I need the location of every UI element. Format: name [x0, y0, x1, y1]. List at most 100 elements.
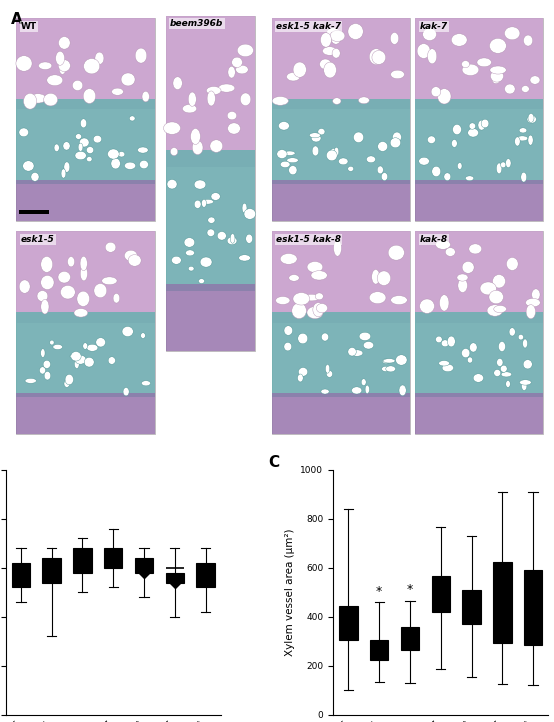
Ellipse shape: [396, 355, 407, 365]
Ellipse shape: [439, 295, 449, 311]
PathPatch shape: [524, 570, 542, 645]
Ellipse shape: [331, 32, 341, 44]
Ellipse shape: [321, 333, 329, 341]
Ellipse shape: [299, 367, 307, 376]
Bar: [166, 16, 255, 167]
Ellipse shape: [105, 242, 116, 252]
Ellipse shape: [518, 334, 524, 340]
Text: *: *: [407, 583, 413, 596]
Ellipse shape: [31, 173, 39, 181]
Ellipse shape: [509, 328, 515, 336]
Ellipse shape: [292, 303, 306, 318]
Ellipse shape: [458, 162, 462, 170]
Ellipse shape: [315, 293, 324, 300]
Ellipse shape: [237, 44, 254, 57]
Ellipse shape: [505, 27, 520, 40]
Ellipse shape: [468, 357, 473, 363]
Ellipse shape: [419, 157, 429, 165]
Ellipse shape: [135, 48, 147, 63]
Ellipse shape: [324, 62, 336, 78]
PathPatch shape: [12, 563, 30, 588]
Ellipse shape: [352, 387, 362, 394]
Ellipse shape: [75, 355, 86, 364]
Ellipse shape: [445, 248, 455, 256]
Ellipse shape: [198, 279, 204, 284]
Ellipse shape: [58, 271, 70, 283]
Ellipse shape: [64, 380, 70, 387]
Ellipse shape: [423, 28, 437, 40]
Bar: [271, 18, 410, 109]
Ellipse shape: [522, 339, 527, 348]
Ellipse shape: [419, 299, 434, 313]
Ellipse shape: [428, 136, 435, 144]
Ellipse shape: [192, 141, 203, 155]
Ellipse shape: [438, 89, 451, 104]
Ellipse shape: [141, 333, 145, 339]
Ellipse shape: [73, 80, 83, 90]
Ellipse shape: [470, 343, 477, 352]
Ellipse shape: [312, 146, 319, 156]
Ellipse shape: [496, 358, 503, 367]
Ellipse shape: [280, 253, 297, 264]
Ellipse shape: [432, 166, 440, 177]
Ellipse shape: [532, 289, 540, 300]
Ellipse shape: [320, 59, 331, 69]
Text: *: *: [376, 585, 382, 598]
Ellipse shape: [399, 385, 406, 396]
Ellipse shape: [462, 64, 479, 76]
Ellipse shape: [366, 156, 376, 162]
Ellipse shape: [84, 357, 94, 367]
Bar: [19, 209, 49, 214]
Ellipse shape: [372, 51, 386, 64]
Ellipse shape: [79, 138, 89, 147]
Ellipse shape: [59, 37, 70, 49]
Ellipse shape: [494, 305, 506, 313]
Bar: [166, 16, 255, 351]
Ellipse shape: [309, 133, 320, 138]
Ellipse shape: [428, 49, 437, 64]
Ellipse shape: [41, 256, 53, 272]
Ellipse shape: [528, 135, 533, 145]
Ellipse shape: [496, 163, 502, 174]
Bar: [271, 232, 410, 323]
Ellipse shape: [60, 285, 75, 299]
Ellipse shape: [487, 305, 503, 316]
Ellipse shape: [86, 344, 98, 352]
Ellipse shape: [95, 52, 104, 64]
Ellipse shape: [377, 166, 383, 174]
Bar: [416, 232, 543, 434]
Ellipse shape: [63, 142, 70, 150]
Ellipse shape: [232, 57, 243, 68]
Ellipse shape: [489, 290, 504, 304]
Ellipse shape: [39, 367, 45, 374]
Ellipse shape: [19, 280, 30, 293]
Ellipse shape: [167, 180, 177, 189]
Ellipse shape: [83, 343, 88, 349]
Text: esk1-5 kak-8: esk1-5 kak-8: [276, 235, 341, 244]
PathPatch shape: [401, 627, 419, 650]
Ellipse shape: [19, 128, 29, 136]
Text: C: C: [268, 455, 280, 470]
Ellipse shape: [444, 173, 451, 180]
Ellipse shape: [477, 58, 491, 66]
Ellipse shape: [494, 370, 501, 376]
Ellipse shape: [307, 306, 323, 318]
Ellipse shape: [39, 62, 52, 69]
Ellipse shape: [173, 77, 182, 90]
Ellipse shape: [75, 134, 81, 139]
Ellipse shape: [30, 94, 46, 103]
Ellipse shape: [50, 340, 54, 345]
Ellipse shape: [358, 97, 370, 104]
Ellipse shape: [163, 122, 181, 134]
Ellipse shape: [54, 144, 59, 152]
Ellipse shape: [462, 261, 474, 274]
Ellipse shape: [71, 352, 81, 361]
Ellipse shape: [465, 264, 474, 270]
Ellipse shape: [227, 111, 237, 120]
Ellipse shape: [351, 350, 363, 356]
Ellipse shape: [298, 334, 308, 344]
Ellipse shape: [137, 147, 148, 153]
PathPatch shape: [43, 558, 61, 583]
Ellipse shape: [313, 303, 324, 317]
Ellipse shape: [284, 151, 295, 155]
